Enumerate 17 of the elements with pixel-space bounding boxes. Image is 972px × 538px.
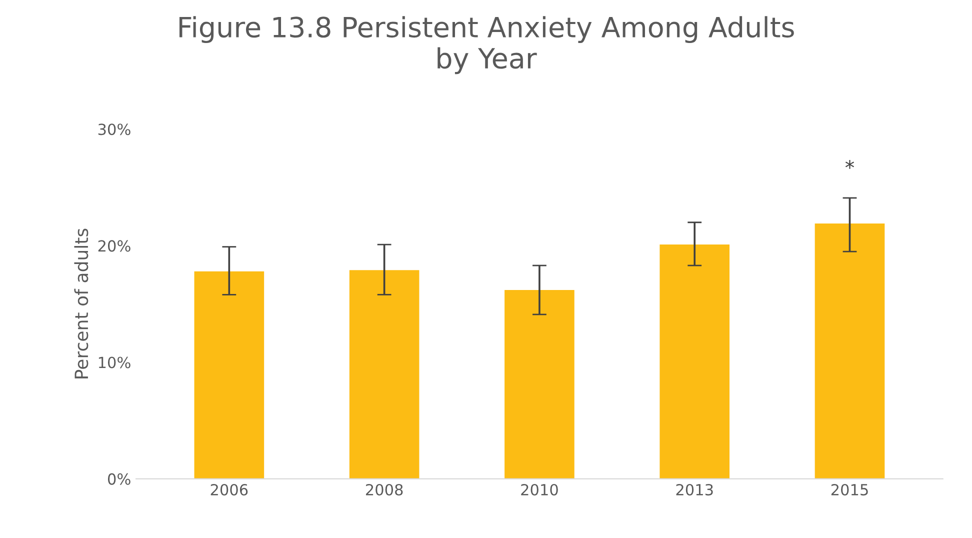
y-tick-label: 0%	[108, 473, 130, 485]
bar	[504, 290, 574, 479]
y-axis-title: Percent of adults	[74, 228, 88, 378]
x-tick-label: 2006	[210, 484, 248, 496]
x-tick-label: 2013	[676, 484, 713, 496]
y-tick-label: 30%	[98, 124, 130, 136]
annotation: *	[845, 160, 854, 169]
bar	[660, 244, 730, 479]
chart-title: Figure 13.8 Persistent Anxiety Among Adults by Year	[179, 16, 794, 74]
y-tick-label: 10%	[98, 356, 130, 368]
x-tick-label: 2015	[831, 484, 868, 496]
bar	[349, 270, 420, 479]
x-tick-label: 2010	[521, 484, 558, 496]
y-tick-label: 20%	[98, 240, 130, 252]
x-tick-label: 2008	[366, 484, 403, 496]
bar	[194, 271, 264, 479]
bar	[814, 224, 885, 479]
